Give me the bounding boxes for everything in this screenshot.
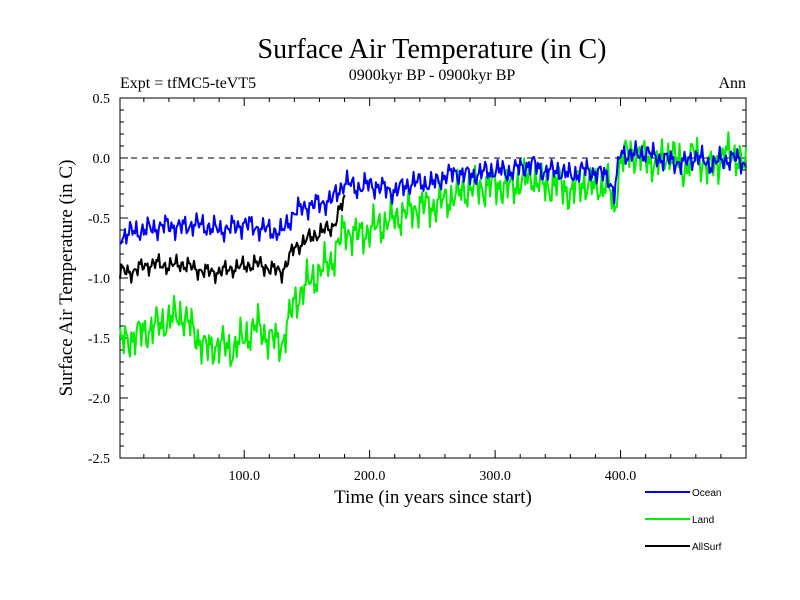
experiment-label: Expt = tfMC5-teVT5	[120, 75, 256, 92]
x-tick-label: 200.0	[354, 469, 386, 484]
series-line-land	[119, 131, 747, 368]
chart-subtitle: 0900kyr BP - 0900kyr BP	[349, 67, 516, 84]
series-line-ocean	[119, 140, 747, 245]
x-tick-label: 400.0	[605, 469, 637, 484]
legend-label-ocean: Ocean	[692, 488, 721, 499]
y-tick-label: -0.5	[88, 212, 110, 227]
y-tick-label: -2.0	[88, 392, 110, 407]
y-tick-label: 0.5	[93, 92, 111, 107]
y-tick-label: 0.0	[93, 152, 111, 167]
y-axis: 0.5 0.0 -0.5 -1.0 -1.5 -2.0 -2.5	[88, 92, 746, 467]
season-label: Ann	[718, 75, 746, 92]
x-axis: 100.0 200.0 300.0 400.0	[143, 98, 722, 484]
y-axis-label: Surface Air Temperature (in C)	[56, 160, 77, 397]
x-tick-label: 300.0	[479, 469, 511, 484]
legend: Ocean Land AllSurf	[645, 488, 722, 553]
chart-title: Surface Air Temperature (in C)	[258, 34, 607, 65]
y-tick-label: -2.5	[88, 452, 110, 467]
series-line-allsurf	[119, 194, 346, 285]
legend-label-land: Land	[692, 515, 714, 526]
legend-label-allsurf: AllSurf	[692, 542, 722, 553]
y-tick-label: -1.0	[88, 272, 110, 287]
y-tick-label: -1.5	[88, 332, 110, 347]
series-layer	[119, 131, 747, 368]
x-axis-label: Time (in years since start)	[334, 487, 532, 508]
x-tick-label: 100.0	[228, 469, 260, 484]
